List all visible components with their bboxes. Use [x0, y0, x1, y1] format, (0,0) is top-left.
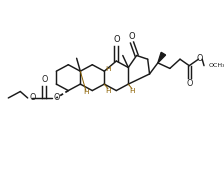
Text: O: O — [196, 54, 202, 63]
Text: O: O — [53, 94, 60, 102]
Text: H: H — [129, 88, 135, 94]
Text: O: O — [41, 75, 47, 84]
Text: OCH₃: OCH₃ — [208, 63, 224, 68]
Text: H: H — [83, 89, 89, 95]
Text: O: O — [186, 79, 192, 88]
Text: O: O — [129, 32, 135, 41]
Polygon shape — [158, 52, 166, 63]
Text: O: O — [113, 35, 120, 44]
Text: H: H — [105, 66, 111, 72]
Text: H: H — [105, 88, 111, 94]
Text: O: O — [29, 94, 35, 102]
